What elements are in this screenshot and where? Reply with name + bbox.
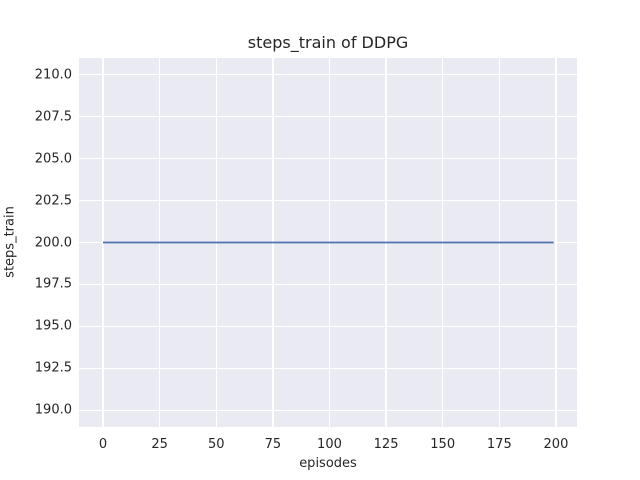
series-layer [103, 241, 554, 244]
x-tick-label: 50 [207, 437, 225, 452]
gridline-horizontal [79, 325, 577, 327]
y-tick-label: 200.0 [34, 235, 72, 250]
gridline-horizontal [79, 116, 577, 118]
plot-area [79, 58, 577, 427]
x-tick-label: 175 [486, 437, 512, 452]
y-tick-label: 207.5 [34, 109, 72, 125]
gridline-vertical [102, 58, 104, 427]
y-tick-label: 195.0 [34, 318, 72, 334]
gridline-horizontal [79, 157, 577, 160]
y-tick-label: 190.0 [34, 402, 72, 418]
x-axis-label: episodes [299, 456, 357, 471]
y-tick-label: 210.0 [34, 67, 72, 83]
gridline-horizontal [79, 74, 577, 76]
gridline-horizontal [79, 367, 577, 369]
x-tick-label: 0 [98, 437, 108, 452]
gridline-vertical [555, 58, 557, 427]
y-tick-label: 197.5 [34, 276, 72, 292]
x-tick-label: 200 [543, 437, 569, 452]
gridline-horizontal [79, 409, 577, 411]
y-tick-label: 205.0 [34, 151, 72, 167]
y-axis-label: steps_train [2, 206, 18, 278]
x-tick-label: 75 [264, 437, 282, 452]
gridline-horizontal [79, 283, 577, 286]
chart-title: steps_train of DDPG [247, 33, 409, 52]
y-tick-label: 192.5 [34, 360, 72, 376]
x-tick-label: 100 [317, 437, 342, 452]
y-tick-label: 202.5 [34, 193, 72, 209]
x-tick-label: 125 [373, 437, 399, 452]
gridline-horizontal [79, 199, 577, 202]
x-tick-label: 150 [430, 437, 456, 452]
x-tick-label: 25 [151, 437, 168, 452]
